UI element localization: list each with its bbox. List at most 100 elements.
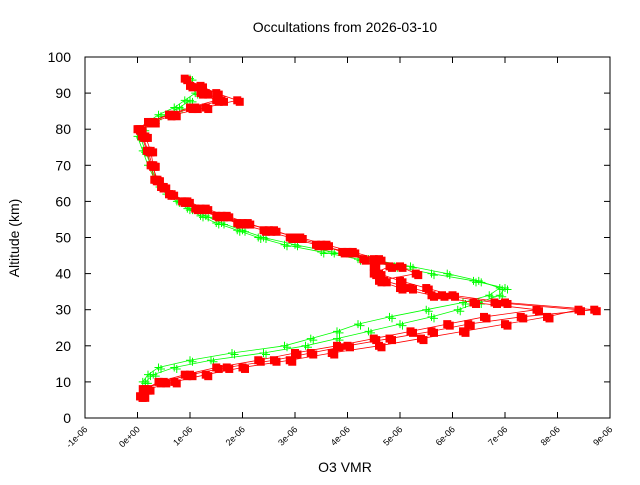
x-tick-label: 5e-06: [381, 424, 404, 447]
data-point: [288, 235, 297, 243]
data-point: [482, 314, 491, 323]
data-point: [445, 321, 454, 330]
data-point: [188, 357, 197, 366]
data-point: [430, 271, 438, 280]
data-point: [388, 263, 396, 272]
x-tick-label: 7e-06: [486, 424, 509, 447]
data-point: [461, 328, 470, 337]
data-point: [149, 119, 158, 128]
data-point: [149, 162, 158, 171]
data-point: [172, 364, 181, 373]
data-point: [519, 314, 528, 323]
data-point: [309, 350, 318, 359]
profile-line: [136, 85, 579, 397]
data-point: [235, 227, 244, 236]
data-point: [214, 220, 223, 229]
data-point: [398, 263, 407, 272]
data-point: [430, 328, 438, 337]
data-point: [414, 271, 423, 280]
data-point: [193, 105, 202, 114]
x-tick-label: 0e+00: [117, 424, 142, 449]
data-point: [351, 249, 360, 258]
data-point: [199, 213, 207, 222]
data-point: [577, 307, 585, 316]
data-point: [145, 148, 154, 157]
x-tick-label: 1e-06: [171, 424, 194, 447]
data-point: [424, 285, 433, 294]
data-point: [372, 256, 381, 265]
y-tick-label: 20: [55, 338, 71, 354]
y-tick-label: 80: [55, 121, 71, 137]
data-point: [493, 299, 501, 308]
x-tick-label: 6e-06: [434, 424, 457, 447]
x-tick-label: 2e-06: [224, 424, 247, 447]
data-point: [430, 292, 438, 301]
y-tick-label: 0: [63, 410, 71, 426]
data-point: [283, 242, 291, 251]
data-point: [204, 90, 213, 99]
data-point: [445, 271, 454, 280]
data-point: [361, 256, 370, 265]
y-tick-label: 50: [55, 230, 71, 246]
data-point: [424, 307, 433, 316]
data-point: [214, 364, 223, 373]
data-point: [330, 249, 339, 258]
data-point: [298, 235, 307, 243]
data-point: [256, 357, 265, 366]
data-point: [335, 328, 344, 337]
data-point: [183, 76, 192, 85]
data-point: [262, 227, 270, 236]
data-point: [592, 307, 601, 316]
data-point: [293, 242, 302, 251]
data-point: [167, 191, 176, 200]
data-point: [335, 343, 344, 352]
data-point: [503, 285, 512, 294]
data-point: [388, 336, 396, 345]
data-point: [188, 372, 197, 381]
data-point: [214, 90, 223, 99]
data-point: [246, 220, 255, 229]
data-point: [503, 321, 512, 330]
data-point: [398, 278, 407, 287]
data-point: [309, 336, 318, 345]
data-point: [398, 321, 407, 330]
data-point: [377, 256, 386, 265]
data-point: [225, 364, 234, 373]
data-point: [272, 357, 281, 366]
data-point: [430, 314, 438, 323]
y-tick-label: 10: [55, 374, 71, 390]
data-point: [472, 299, 480, 308]
data-point: [167, 112, 176, 121]
x-tick-label: 4e-06: [329, 424, 352, 447]
data-point: [256, 235, 265, 243]
data-point: [180, 198, 189, 207]
data-point: [157, 379, 165, 388]
profile-line: [139, 78, 501, 383]
data-point: [241, 364, 249, 373]
data-point: [377, 343, 386, 352]
data-point: [419, 336, 428, 345]
data-point: [293, 350, 302, 359]
data-point: [356, 321, 365, 330]
data-point: [204, 372, 213, 381]
data-point: [314, 242, 323, 251]
data-point: [382, 278, 391, 287]
data-point: [319, 249, 328, 258]
series-1: [133, 74, 601, 402]
y-tick-label: 100: [48, 49, 72, 65]
data-point: [225, 213, 234, 222]
data-point: [159, 184, 168, 193]
plot-frame: [84, 56, 611, 419]
data-point: [220, 97, 228, 106]
data-point: [204, 105, 213, 114]
data-point: [398, 285, 407, 294]
data-point: [235, 220, 244, 229]
x-tick-label: -1e-06: [64, 424, 89, 449]
data-point: [235, 97, 244, 106]
data-point: [545, 314, 554, 323]
data-point: [283, 343, 291, 352]
data-point: [152, 177, 161, 186]
data-point: [204, 206, 213, 215]
data-point: [409, 285, 417, 294]
